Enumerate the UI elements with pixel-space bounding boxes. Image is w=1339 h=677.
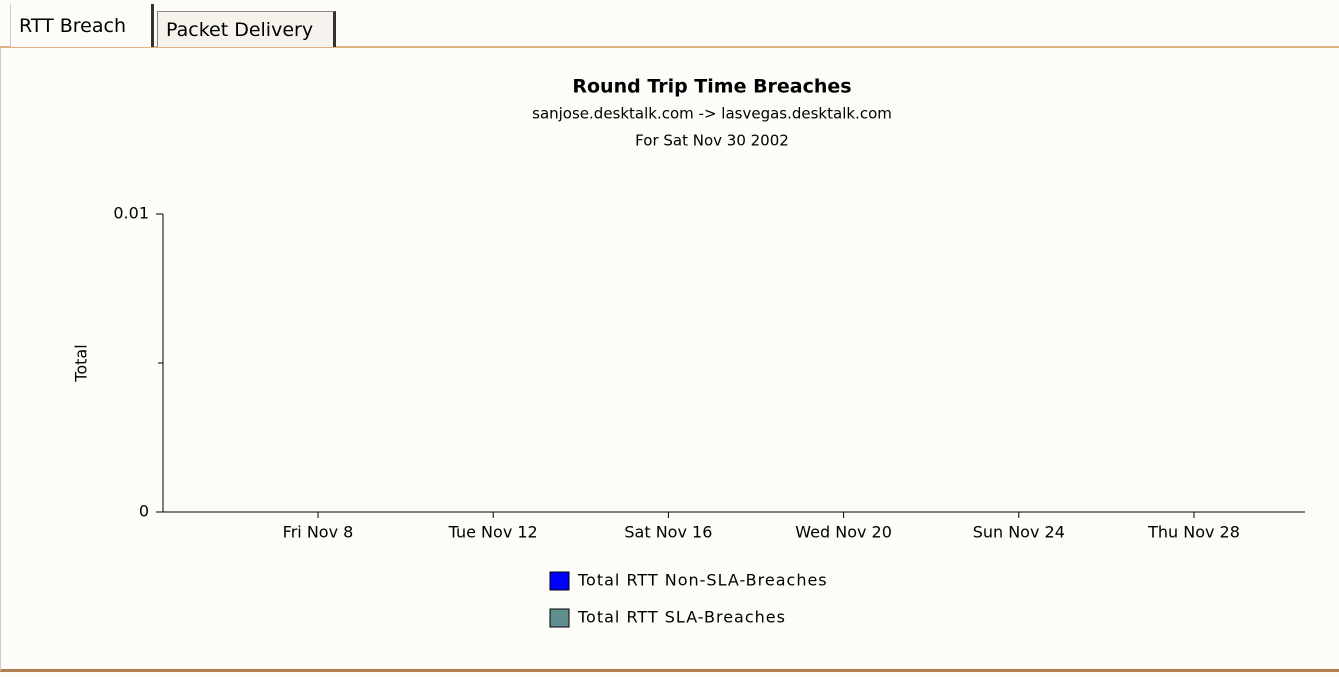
tab-rtt-breach[interactable]: RTT Breach (10, 4, 154, 47)
legend-label: Total RTT SLA-Breaches (577, 608, 786, 627)
x-tick-label: Wed Nov 20 (795, 523, 892, 542)
legend-swatch (549, 571, 570, 591)
tab-packet-delivery[interactable]: Packet Delivery (157, 11, 336, 47)
x-tick-label: Sat Nov 16 (624, 523, 712, 542)
x-tick-label: Sun Nov 24 (973, 523, 1065, 542)
x-tick-label: Thu Nov 28 (1147, 523, 1240, 542)
legend-label: Total RTT Non-SLA-Breaches (577, 571, 828, 590)
chart-subtitle: sanjose.desktalk.com -> lasvegas.desktal… (532, 105, 892, 123)
tab-panel (0, 46, 1339, 672)
x-tick-label: Fri Nov 8 (283, 523, 354, 542)
y-tick-label: 0 (139, 502, 149, 521)
x-tick-label: Tue Nov 12 (448, 523, 538, 542)
chart-title: Round Trip Time Breaches (572, 76, 851, 98)
y-axis-label: Total (72, 344, 91, 382)
legend-swatch (549, 608, 570, 628)
chart-subtitle: For Sat Nov 30 2002 (635, 132, 789, 150)
y-tick-label: 0.01 (113, 204, 149, 223)
